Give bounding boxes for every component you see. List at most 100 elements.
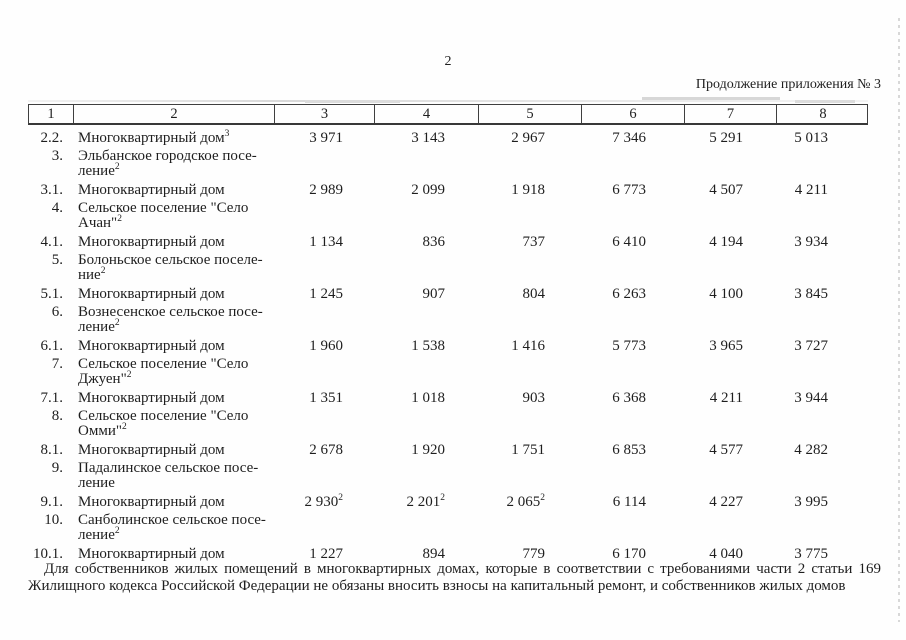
header-cell: 1 <box>47 106 55 122</box>
value-cell: 1 960 <box>309 338 343 354</box>
value-cell: 737 <box>522 234 546 250</box>
row-number-cell: 10. <box>44 512 63 528</box>
value-cell: 3 143 <box>411 130 445 146</box>
value-cell: 1 751 <box>511 442 545 458</box>
row-name-line: Многоквартирный дом <box>78 286 225 302</box>
value-cell: 6 170 <box>612 546 646 562</box>
value-cell: 4 507 <box>709 182 743 198</box>
value-cell: 3 944 <box>794 390 828 406</box>
row-name-line: Многоквартирный дом <box>78 494 225 510</box>
header-cell: 3 <box>274 105 374 123</box>
row-name-line: Многоквартирный дом <box>78 182 225 198</box>
value-cell: 3 934 <box>794 234 828 250</box>
header-cell: 6 <box>581 105 684 123</box>
value-cell: 7 346 <box>612 130 646 146</box>
value-cell: 6 263 <box>612 286 646 302</box>
value-cell: 903 <box>522 390 546 406</box>
footnote-superscript: 2 <box>540 493 545 503</box>
value-cell: 4 211 <box>709 390 743 406</box>
footnote-superscript: 2 <box>114 162 120 172</box>
row-name-line: ление2 <box>78 318 120 335</box>
value-cell: 3 995 <box>794 494 828 510</box>
row-name-line: Сельское поселение "Село <box>78 200 249 216</box>
row-number-cell: 6. <box>51 304 63 320</box>
row-name-cell: Сельское поселение "Село Джуен"2 <box>72 357 273 387</box>
row-number-cell: 2.2. <box>40 130 64 146</box>
value-cell: 804 <box>522 286 546 302</box>
row-name-cell: Сельское поселение "Село Ачан"2 <box>72 201 273 231</box>
table-row: 3.1. Многоквартирный дом 2 989 2 099 1 918 6 … <box>28 183 868 198</box>
footnote-superscript: 3 <box>224 129 230 139</box>
value-cell: 3 971 <box>309 130 343 146</box>
table-row: 2.2. Многоквартирный дом3 3 971 3 143 2 967 7… <box>28 129 868 146</box>
row-number-cell: 5. <box>51 252 63 268</box>
row-name-cell: Санболинское сельское посе-ление2 <box>72 513 273 543</box>
table-row: 9.1. Многоквартирный дом 2 9302 2 2012 2 065… <box>28 493 868 510</box>
value-cell: 2 099 <box>411 182 445 198</box>
row-name-line: Многоквартирный дом <box>78 234 225 250</box>
row-name-line: Эльбанское городское посе- <box>78 148 257 164</box>
row-name-line: Многоквартирный дом3 <box>78 129 230 146</box>
row-name-line: ление2 <box>78 162 120 179</box>
scan-smudge-artifact <box>642 97 780 100</box>
row-number-cell: 5.1. <box>40 286 64 302</box>
value-cell: 1 134 <box>309 234 343 250</box>
value-cell: 2 967 <box>511 130 545 146</box>
row-name-line: ление2 <box>78 526 120 543</box>
row-name-cell: Многоквартирный дом3 <box>72 129 273 146</box>
row-name-cell: Падалинское сельское посе-ление <box>72 461 273 491</box>
row-name-line: Джуен"2 <box>78 370 132 387</box>
footnote-superscript: 2 <box>338 493 343 503</box>
table-row: 4. Сельское поселение "Село Ачан"2 <box>28 201 868 231</box>
row-number-cell: 8.1. <box>40 442 64 458</box>
table-row: 10. Санболинское сельское посе-ление2 <box>28 513 868 543</box>
row-number-cell: 3.1. <box>40 182 64 198</box>
value-cell: 2 9302 <box>304 493 344 510</box>
footnote-superscript: 2 <box>126 370 132 380</box>
value-cell: 1 245 <box>309 286 343 302</box>
row-name-cell: Многоквартирный дом <box>72 547 273 562</box>
value-cell: 5 013 <box>794 130 828 146</box>
table-row: 6.1. Многоквартирный дом 1 960 1 538 1 416 5 … <box>28 339 868 354</box>
continuation-label: Продолжение приложения № 3 <box>695 77 881 92</box>
value-cell: 1 416 <box>511 338 545 354</box>
table-row: 8. Сельское поселение "Село Омми"2 <box>28 409 868 439</box>
footnote-superscript: 2 <box>100 266 106 276</box>
value-cell: 1 918 <box>511 182 545 198</box>
row-name-line: Болоньское сельское поселе- <box>78 252 263 268</box>
table-row: 3. Эльбанское городское посе-ление2 <box>28 149 868 179</box>
row-name-line: Многоквартирный дом <box>78 442 225 458</box>
value-cell: 2 2012 <box>406 493 446 510</box>
row-name-line: Многоквартирный дом <box>78 338 225 354</box>
value-cell: 1 351 <box>309 390 343 406</box>
row-name-cell: Эльбанское городское посе-ление2 <box>72 149 273 179</box>
value-cell: 3 845 <box>794 286 828 302</box>
value-cell: 6 114 <box>612 494 646 510</box>
row-name-line: Сельское поселение "Село <box>78 408 249 424</box>
table-row: 5.1. Многоквартирный дом 1 245 907 804 6 263 4… <box>28 287 868 302</box>
scan-edge-line-artifact <box>898 18 900 622</box>
value-cell: 836 <box>422 234 446 250</box>
value-cell: 1 920 <box>411 442 445 458</box>
row-name-cell: Многоквартирный дом <box>72 391 273 406</box>
value-cell: 1 538 <box>411 338 445 354</box>
row-name-line: Вознесенское сельское посе- <box>78 304 263 320</box>
value-cell: 779 <box>522 546 546 562</box>
row-name-line: Многоквартирный дом <box>78 390 225 406</box>
row-name-line: Ачан"2 <box>78 214 122 231</box>
footnote-superscript: 2 <box>121 422 127 432</box>
footnote-superscript: 2 <box>440 493 445 503</box>
row-number-cell: 9. <box>51 460 63 476</box>
row-name-cell: Многоквартирный дом <box>72 339 273 354</box>
row-number-cell: 8. <box>51 408 63 424</box>
row-name-cell: Многоквартирный дом <box>72 443 273 458</box>
row-number-cell: 3. <box>51 148 63 164</box>
value-cell: 4 211 <box>794 182 828 198</box>
table-row: 7.1. Многоквартирный дом 1 351 1 018 903 6 36… <box>28 391 868 406</box>
value-cell: 4 100 <box>709 286 743 302</box>
value-cell: 4 282 <box>794 442 828 458</box>
value-cell: 4 040 <box>709 546 743 562</box>
row-name-line: Падалинское сельское посе- <box>78 460 259 476</box>
